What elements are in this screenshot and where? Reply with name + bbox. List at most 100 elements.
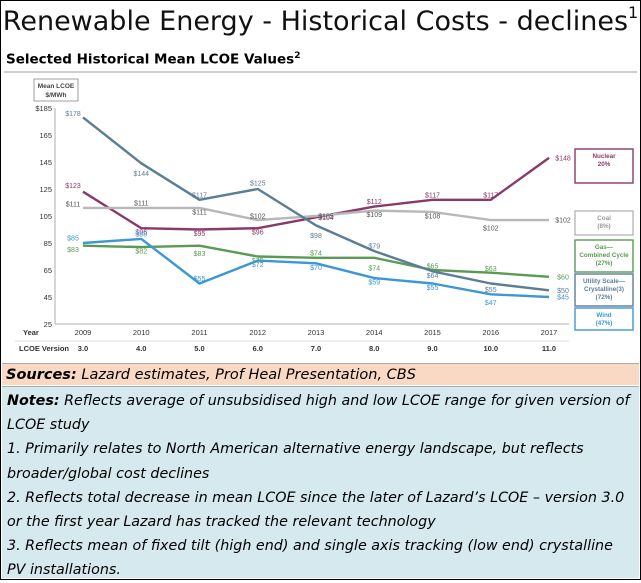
lcoe-version-value: 4.0 [136, 344, 146, 353]
legend-pct: (27%) [596, 260, 613, 267]
lcoe-line-chart: Mean LCOE $/MWh $185 165 145 125 105 85 65 45 25 Ye… [15, 78, 634, 353]
x-tick-label: 2009 [75, 328, 92, 337]
data-label: $64 [427, 273, 439, 280]
y-tick-label: $185 [35, 104, 52, 113]
series-line-nuclear [82, 156, 550, 231]
x-row-label: Year [23, 328, 39, 337]
data-label: $82 [135, 249, 147, 256]
series-line-gas-combined-cycle [82, 244, 550, 278]
y-tick-label: 145 [39, 158, 52, 167]
data-label: $102 [555, 218, 571, 225]
data-label: $85 [67, 236, 79, 243]
legend-label: Gas— [595, 244, 614, 251]
x-tick-label: 2017 [541, 328, 558, 337]
lcoe-version-value: 9.0 [427, 344, 437, 353]
unit-label: $/MWh [46, 92, 67, 99]
sources-bar: Sources: Lazard estimates, Prof Heal Pre… [2, 363, 639, 385]
lcoe-version-value: 11.0 [542, 344, 556, 353]
data-label: $70 [310, 265, 322, 272]
y-tick-label: 25 [44, 320, 52, 329]
sources-text: Lazard estimates, Prof Heal Presentation… [81, 367, 416, 383]
data-label: $72 [252, 262, 264, 269]
x-tick-label: 2010 [133, 328, 150, 337]
data-label: $111 [134, 200, 149, 207]
legend-pct: (72%) [596, 294, 613, 301]
legend-box [574, 239, 634, 273]
lcoe-version-value: 8.0 [369, 344, 379, 353]
data-label: $83 [67, 247, 79, 254]
series-line-utility-scale-crystalline [82, 116, 550, 292]
data-label: $63 [485, 266, 497, 273]
lcoe-version-value: 7.0 [311, 344, 321, 353]
data-label: $88 [135, 231, 147, 238]
data-label: $112 [367, 199, 382, 206]
x-tick-label: 2015 [424, 328, 441, 337]
y-tick-label: 45 [44, 293, 52, 302]
data-label: $123 [65, 183, 81, 190]
data-label: $117 [192, 192, 207, 199]
legend-box [574, 273, 634, 307]
data-label: $79 [368, 244, 380, 251]
data-label: $178 [65, 111, 81, 118]
y-tick-label: 65 [44, 266, 52, 275]
legend-item-gas-combined-cycle: Gas—Combined Cycle(27%) [574, 239, 634, 273]
page-title: Renewable Energy - Historical Costs - de… [2, 3, 639, 37]
unit-label: Mean LCOE [38, 83, 75, 90]
x-tick-label: 2012 [249, 328, 266, 337]
note-item: 1. Primarily relates to North American a… [7, 441, 584, 482]
series-line-wind [82, 237, 550, 299]
y-tick-label: 105 [39, 212, 52, 221]
data-label: $117 [483, 192, 498, 199]
data-label: $96 [135, 230, 147, 237]
x-tick-label: 2016 [482, 328, 499, 337]
y-tick-label: 125 [39, 185, 52, 194]
data-label: $75 [252, 258, 264, 265]
data-label: $117 [425, 192, 440, 199]
data-label: $96 [252, 230, 264, 237]
legend-pct: 20% [598, 161, 611, 168]
chart-subtitle: Selected Historical Mean LCOE Values2 [6, 51, 301, 68]
data-label: $148 [555, 155, 571, 162]
data-label: $109 [366, 212, 382, 219]
data-label: $50 [557, 288, 569, 295]
sources-label: Sources: [6, 367, 77, 383]
legend-label: Nuclear [592, 153, 616, 160]
data-label: $144 [133, 171, 149, 178]
data-label: $65 [427, 264, 439, 271]
data-label: $74 [310, 250, 322, 257]
data-label: $108 [425, 213, 441, 220]
divider [4, 71, 637, 73]
lcoe-version-value: 10.0 [483, 344, 498, 353]
data-label: $55 [427, 285, 439, 292]
x-tick-label: 2014 [366, 328, 383, 337]
y-tick-label: 165 [39, 131, 52, 140]
lcoe-version-value: 5.0 [194, 344, 204, 353]
lcoe-version-label: LCOE Version [19, 344, 69, 353]
legend-label: Combined Cycle [579, 252, 629, 259]
data-label: $55 [194, 276, 206, 283]
data-label: $55 [485, 287, 497, 294]
x-tick-label: 2011 [191, 328, 207, 337]
data-label: $60 [557, 274, 569, 281]
y-tick-label: 85 [44, 239, 52, 248]
legend-box [574, 307, 634, 331]
legend-label: Coal [597, 215, 611, 222]
legend-box [574, 148, 634, 184]
legend-label: Crystalline(3) [584, 286, 624, 293]
data-label: $104 [318, 215, 334, 222]
legend-item-wind: Wind(47%) [574, 307, 634, 331]
data-label: $74 [368, 265, 380, 272]
legend-item-utility-scale-crystalline: Utility Scale—Crystalline(3)(72%) [574, 273, 634, 307]
legend-pct: (47%) [596, 320, 613, 327]
legend-box [574, 210, 634, 236]
note-item: 2. Reflects total decrease in mean LCOE … [7, 489, 625, 531]
data-label: $95 [194, 231, 206, 238]
series-line-coal [83, 206, 549, 222]
notes-intro: Notes: Reflects average of unsubsidised … [7, 393, 630, 434]
note-item: 3. Reflects mean of fixed tilt (high end… [7, 538, 613, 579]
lcoe-version-value: 6.0 [253, 344, 263, 353]
unit-label-box [33, 78, 79, 102]
data-label: $102 [483, 226, 499, 233]
